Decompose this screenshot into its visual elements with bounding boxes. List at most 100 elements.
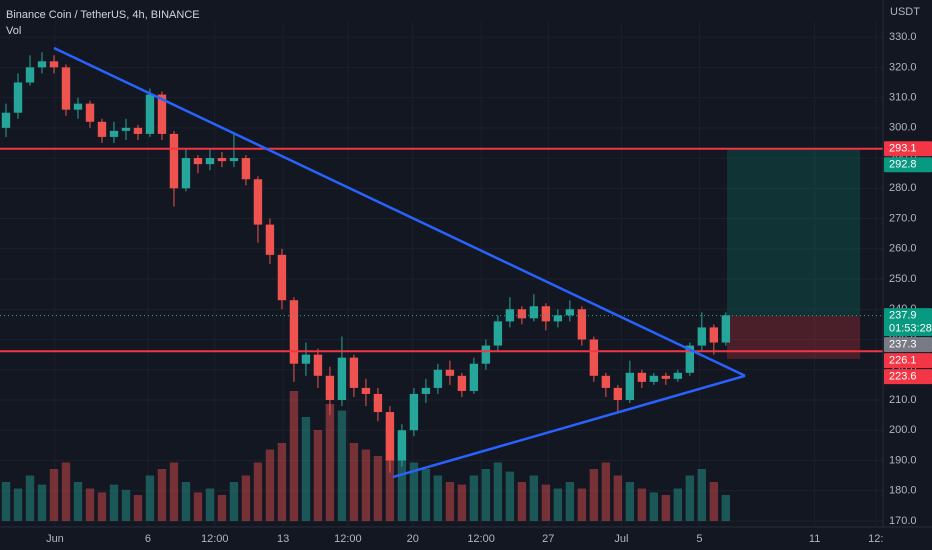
y-tick-label: 260.0 <box>889 243 917 255</box>
volume-bar <box>1 482 11 521</box>
candle-body <box>613 387 623 400</box>
plot-area <box>0 22 883 527</box>
candle-body <box>697 327 707 346</box>
volume-bar <box>13 488 23 521</box>
volume-bar <box>601 462 611 521</box>
y-tick-label: 280.0 <box>889 182 917 194</box>
y-tick-label: 190.0 <box>889 454 917 466</box>
candle-body <box>709 327 719 343</box>
volume-bar <box>229 482 239 521</box>
volume-bar <box>469 475 479 521</box>
volume-bar <box>301 417 311 521</box>
candle-body <box>313 354 323 376</box>
volume-bar <box>49 469 59 521</box>
volume-bar <box>325 404 335 521</box>
candle-body <box>205 158 215 165</box>
x-tick-label: 13 <box>277 533 289 545</box>
volume-bar <box>541 484 551 521</box>
candle-body <box>157 94 167 134</box>
candle-body <box>649 375 659 382</box>
candle-body <box>625 372 635 400</box>
candle-body <box>445 369 455 376</box>
volume-bar <box>613 475 623 521</box>
volume-bar <box>397 436 407 521</box>
x-tick-label: 20 <box>407 533 419 545</box>
candle-body <box>289 300 299 364</box>
profit-zone <box>727 149 861 316</box>
volume-bar <box>685 475 695 521</box>
trend-line <box>53 46 746 377</box>
volume-bar <box>709 482 719 521</box>
volume-bar <box>565 482 575 521</box>
volume-bar <box>433 475 443 521</box>
candle-body <box>553 315 563 322</box>
volume-bar <box>589 469 599 521</box>
candle-body <box>481 345 491 364</box>
price-tag <box>884 141 932 157</box>
candle-body <box>85 103 95 122</box>
candle-body <box>589 339 599 376</box>
candle-body <box>337 357 347 400</box>
y-tick-label: 270.0 <box>889 212 917 224</box>
candle-body <box>517 309 527 319</box>
volume-bar <box>109 484 119 521</box>
volume-bar <box>625 482 635 521</box>
candle-body <box>181 158 191 189</box>
x-tick-label: Jul <box>614 533 628 545</box>
y-tick-label: 250.0 <box>889 273 917 285</box>
candle-body <box>373 393 383 413</box>
candle-body <box>361 387 371 394</box>
candle-body <box>253 179 263 225</box>
volume-bar <box>481 469 491 521</box>
y-tick-label: 320.0 <box>889 61 917 73</box>
volume-bar <box>373 456 383 521</box>
volume-bar <box>361 449 371 521</box>
x-tick-label: 6 <box>145 533 151 545</box>
candle-body <box>505 309 515 322</box>
candle-body <box>397 430 407 461</box>
volume-bar <box>445 482 455 521</box>
volume-bar <box>673 488 683 521</box>
candle-body <box>241 158 251 180</box>
candle-body <box>601 375 611 388</box>
volume-bar <box>337 410 347 521</box>
x-tick-label: 12: <box>868 533 883 545</box>
y-tick-label: 300.0 <box>889 122 917 134</box>
x-tick-label: 12:00 <box>467 533 495 545</box>
volume-bar <box>349 443 359 521</box>
x-tick-label: 12:00 <box>334 533 362 545</box>
candle-body <box>133 127 143 134</box>
volume-bar <box>409 462 419 521</box>
price-tag <box>884 353 932 369</box>
loss-zone <box>727 315 861 359</box>
candle-body <box>301 354 311 364</box>
candle-body <box>685 345 695 373</box>
candle-body <box>169 133 179 189</box>
price-tag <box>884 369 932 385</box>
volume-bar <box>253 462 263 521</box>
x-tick-label: 11 <box>809 533 820 545</box>
volume-bar <box>61 462 71 521</box>
candle-body <box>61 67 71 110</box>
x-tick-label: 27 <box>542 533 554 545</box>
volume-bar <box>217 495 227 521</box>
candle-body <box>325 375 335 400</box>
volume-bar <box>649 492 659 521</box>
candle-body <box>121 127 131 131</box>
x-tick-label: 5 <box>696 533 702 545</box>
y-tick-label: 330.0 <box>889 31 917 43</box>
volume-bar <box>193 492 203 521</box>
y-tick-label: 210.0 <box>889 394 917 406</box>
y-tick-label: 200.0 <box>889 424 917 436</box>
price-tag-label: 293.1 <box>889 143 917 155</box>
candle-body <box>493 321 503 346</box>
candle-body <box>145 94 155 134</box>
price-tag-label: 237.3 <box>889 339 917 351</box>
candle-body <box>385 412 395 461</box>
volume-bar <box>637 488 647 521</box>
candle-body <box>469 363 479 391</box>
volume-bar <box>289 391 299 521</box>
volume-bar <box>145 475 155 521</box>
volume-bar <box>313 430 323 521</box>
